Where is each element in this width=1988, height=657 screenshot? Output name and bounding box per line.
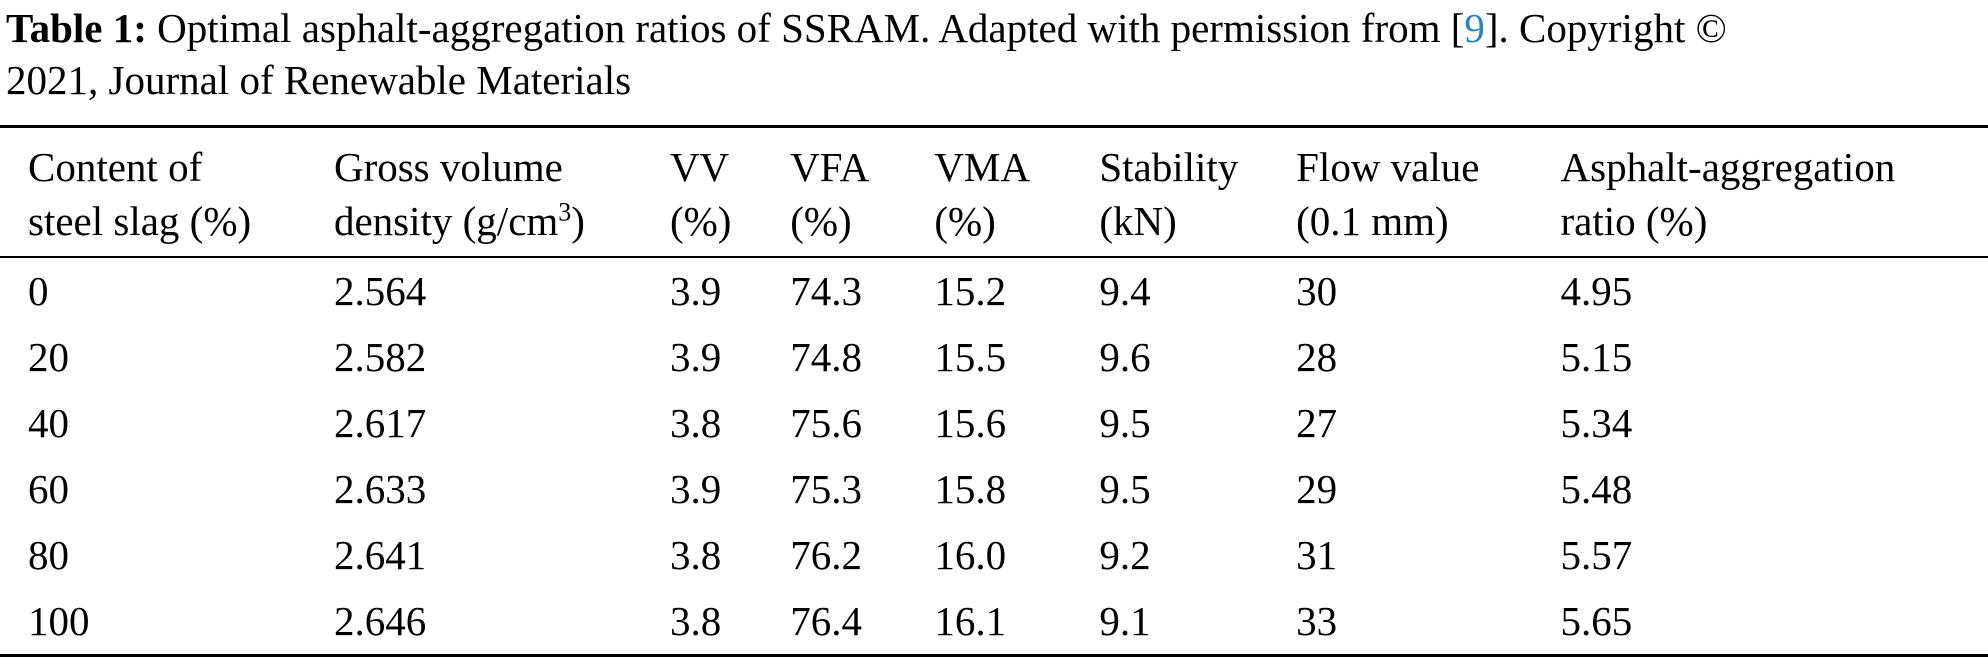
column-header-vma: VMA (%) xyxy=(934,127,1099,258)
table-cell: 76.2 xyxy=(790,532,862,578)
table-cell: 15.2 xyxy=(934,268,1007,314)
table-caption: Table 1: Optimal asphalt-aggregation rat… xyxy=(0,0,1988,106)
table-cell: 9.4 xyxy=(1099,268,1151,314)
header-line-1: VMA xyxy=(934,144,1031,190)
table-cell: 3.9 xyxy=(669,268,722,314)
column-header-stability: Stability (kN) xyxy=(1099,127,1296,258)
column-header-asphalt-aggregation-ratio: Asphalt-aggregation ratio (%) xyxy=(1561,127,1988,258)
header-line-1: Gross volume xyxy=(333,144,563,190)
table-cell: 31 xyxy=(1296,532,1338,578)
table-cell: 3.9 xyxy=(669,334,722,380)
table-cell: 15.6 xyxy=(934,400,1007,446)
header-line-1: Flow value xyxy=(1296,144,1480,190)
header-line-1: Content of xyxy=(28,144,203,190)
header-line-2: (%) xyxy=(790,198,852,244)
table-cell: 3.8 xyxy=(669,598,722,644)
table-cell: 27 xyxy=(1296,400,1338,446)
column-header-vv: VV (%) xyxy=(670,127,790,258)
header-line-2: steel slag (%) xyxy=(28,198,252,244)
table-cell: 29 xyxy=(1296,466,1338,512)
table-cell: 9.1 xyxy=(1099,598,1151,644)
header-superscript: 3 xyxy=(558,197,572,227)
table-cell: 9.5 xyxy=(1099,400,1151,446)
table-cell: 75.3 xyxy=(790,466,862,512)
table-cell: 5.65 xyxy=(1560,598,1633,644)
table-cell: 5.48 xyxy=(1560,466,1633,512)
header-line-2: (%) xyxy=(669,198,732,244)
table-cell: 2.564 xyxy=(333,268,427,314)
table-cell: 15.8 xyxy=(934,466,1007,512)
table-header: Content of steel slag (%) Gross volume den… xyxy=(0,127,1988,258)
table-body: 0 2.564 3.9 74.3 15.2 9.4 30 4.95 20 2.582 3.9 74.8… xyxy=(0,257,1988,656)
header-line-2: (%) xyxy=(934,198,996,244)
table-cell: 30 xyxy=(1296,268,1338,314)
table-cell: 3.9 xyxy=(669,466,722,512)
table-cell: 76.4 xyxy=(790,598,862,644)
table-cell: 100 xyxy=(28,598,90,644)
header-line-1: VFA xyxy=(790,144,870,190)
header-line-1: Stability xyxy=(1099,144,1239,190)
table-cell: 2.633 xyxy=(333,466,427,512)
table-cell: 75.6 xyxy=(790,400,862,446)
table-row: 20 2.582 3.9 74.8 15.5 9.6 28 5.15 xyxy=(0,324,1988,390)
table-cell: 33 xyxy=(1296,598,1338,644)
table-cell: 2.646 xyxy=(333,598,427,644)
table-cell: 74.3 xyxy=(790,268,862,314)
header-line-2-close: ) xyxy=(571,198,585,244)
table-cell: 74.8 xyxy=(790,334,862,380)
table-row: 0 2.564 3.9 74.3 15.2 9.4 30 4.95 xyxy=(0,257,1988,324)
citation-ref-9[interactable]: 9 xyxy=(1464,5,1485,51)
column-header-content-of-steel-slag: Content of steel slag (%) xyxy=(0,127,334,258)
table-cell: 9.2 xyxy=(1099,532,1151,578)
caption-line-2: 2021, Journal of Renewable Materials xyxy=(6,57,632,103)
table-row: 80 2.641 3.8 76.2 16.0 9.2 31 5.57 xyxy=(0,522,1988,588)
table-cell: 28 xyxy=(1296,334,1338,380)
caption-text-before-ref: Optimal asphalt-aggregation ratios of SS… xyxy=(146,5,1465,51)
header-line-1: VV xyxy=(669,144,730,190)
table-cell: 2.641 xyxy=(333,532,427,578)
caption-text-after-ref: ]. Copyright © xyxy=(1484,5,1727,51)
table-cell: 0 xyxy=(28,268,49,314)
table-cell: 2.582 xyxy=(333,334,427,380)
column-header-gross-volume-density: Gross volume density (g/cm3) xyxy=(334,127,670,258)
table-cell: 40 xyxy=(28,400,69,446)
table-cell: 5.34 xyxy=(1560,400,1633,446)
table-header-row: Content of steel slag (%) Gross volume den… xyxy=(0,127,1988,258)
header-line-2: density (g/cm xyxy=(333,198,559,244)
header-line-1: Asphalt-aggregation xyxy=(1560,144,1896,190)
table-cell: 9.6 xyxy=(1099,334,1151,380)
table-cell: 16.0 xyxy=(934,532,1007,578)
table-cell: 16.1 xyxy=(934,598,1007,644)
table-cell: 80 xyxy=(28,532,69,578)
table-row: 60 2.633 3.9 75.3 15.8 9.5 29 5.48 xyxy=(0,456,1988,522)
header-line-2: (0.1 mm) xyxy=(1296,198,1449,244)
table-row: 100 2.646 3.8 76.4 16.1 9.1 33 5.65 xyxy=(0,588,1988,656)
table-cell: 5.15 xyxy=(1560,334,1633,380)
header-line-2: ratio (%) xyxy=(1560,198,1708,244)
table-cell: 3.8 xyxy=(669,532,722,578)
table-caption-label: Table 1: xyxy=(6,5,147,51)
table-cell: 15.5 xyxy=(934,334,1007,380)
table-cell: 2.617 xyxy=(333,400,427,446)
header-line-2: (kN) xyxy=(1099,198,1177,244)
table-cell: 20 xyxy=(28,334,69,380)
table-row: 40 2.617 3.8 75.6 15.6 9.5 27 5.34 xyxy=(0,390,1988,456)
table-cell: 5.57 xyxy=(1560,532,1633,578)
table-cell: 9.5 xyxy=(1099,466,1151,512)
results-table: Content of steel slag (%) Gross volume den… xyxy=(0,125,1988,657)
column-header-flow-value: Flow value (0.1 mm) xyxy=(1296,127,1560,258)
table-cell: 60 xyxy=(28,466,69,512)
column-header-vfa: VFA (%) xyxy=(790,127,934,258)
table-cell: 3.8 xyxy=(669,400,722,446)
table-cell: 4.95 xyxy=(1560,268,1633,314)
